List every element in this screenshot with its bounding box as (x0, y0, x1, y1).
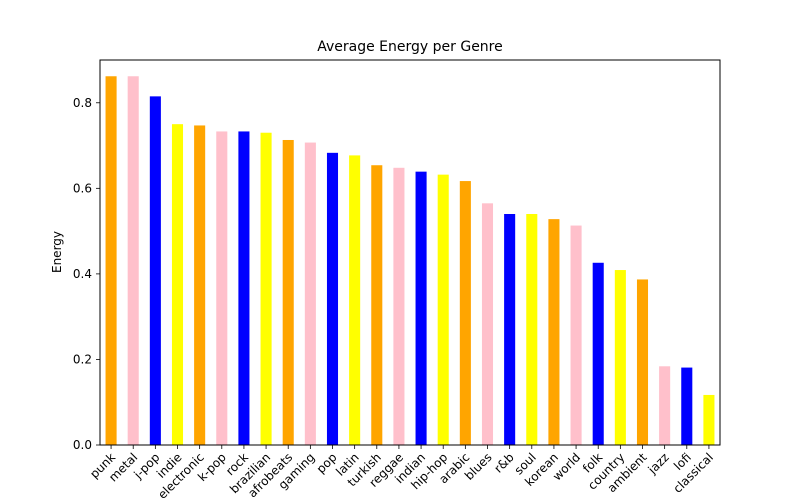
x-axis-ticks: punkmetalj-popindieelectronick-poprockbr… (87, 445, 716, 500)
bar-ambient (636, 279, 649, 445)
bar-hip-hop (437, 174, 449, 445)
y-tick-label: 0.2 (73, 352, 92, 366)
bar-indie (171, 124, 184, 446)
bar-soul (526, 214, 538, 445)
plot-frame (99, 59, 721, 446)
bar-electronic (194, 125, 206, 445)
bars-group (105, 76, 715, 446)
bar-arabic (459, 181, 471, 445)
bar-folk (592, 262, 604, 445)
y-axis-ticks: 0.0 0.2 0.4 0.6 0.8 (73, 96, 100, 452)
bar-blues (481, 203, 494, 445)
x-tick-label: jazz (645, 450, 672, 477)
bar-country (614, 270, 626, 445)
bar-k-pop (216, 131, 228, 445)
bar-lofi (681, 367, 693, 445)
bar-rock (238, 131, 250, 445)
y-tick-label: 0.4 (73, 267, 92, 281)
bar-pop (326, 152, 339, 445)
chart-title: Average Energy per Genre (317, 39, 503, 55)
bar-brazilian (260, 132, 272, 445)
bar-afrobeats (282, 139, 294, 446)
bar-punk (105, 76, 117, 445)
bar-metal (127, 76, 139, 445)
bar-world (570, 225, 582, 445)
y-axis-label: Energy (50, 231, 64, 273)
bar-jazz (659, 366, 671, 445)
bar-reggae (393, 167, 405, 446)
bar-gaming (304, 142, 316, 445)
bar-j-pop (149, 96, 161, 446)
bar-turkish (371, 165, 383, 446)
bar-classical (703, 394, 715, 445)
y-tick-label: 0.6 (73, 181, 92, 195)
y-tick-label: 0.8 (73, 96, 92, 110)
bar-korean (548, 219, 560, 445)
x-tick-label: r&b (491, 450, 516, 475)
bar-indian (415, 171, 427, 445)
bar-latin (349, 155, 361, 445)
y-tick-label: 0.0 (73, 438, 92, 452)
bar-r&b (504, 214, 516, 445)
